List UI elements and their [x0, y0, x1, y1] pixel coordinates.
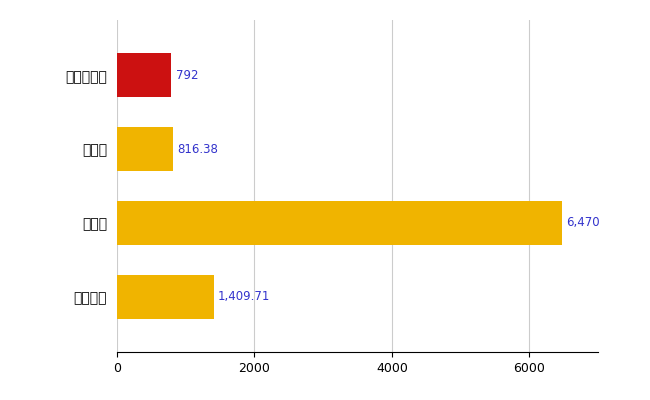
Text: 792: 792	[176, 69, 198, 82]
Text: 1,409.71: 1,409.71	[218, 290, 270, 303]
Bar	[117, 201, 562, 245]
Text: 6,470: 6,470	[566, 216, 599, 229]
Text: 816.38: 816.38	[177, 143, 218, 156]
Bar	[117, 274, 214, 319]
Bar	[117, 53, 172, 98]
Bar	[117, 127, 173, 171]
